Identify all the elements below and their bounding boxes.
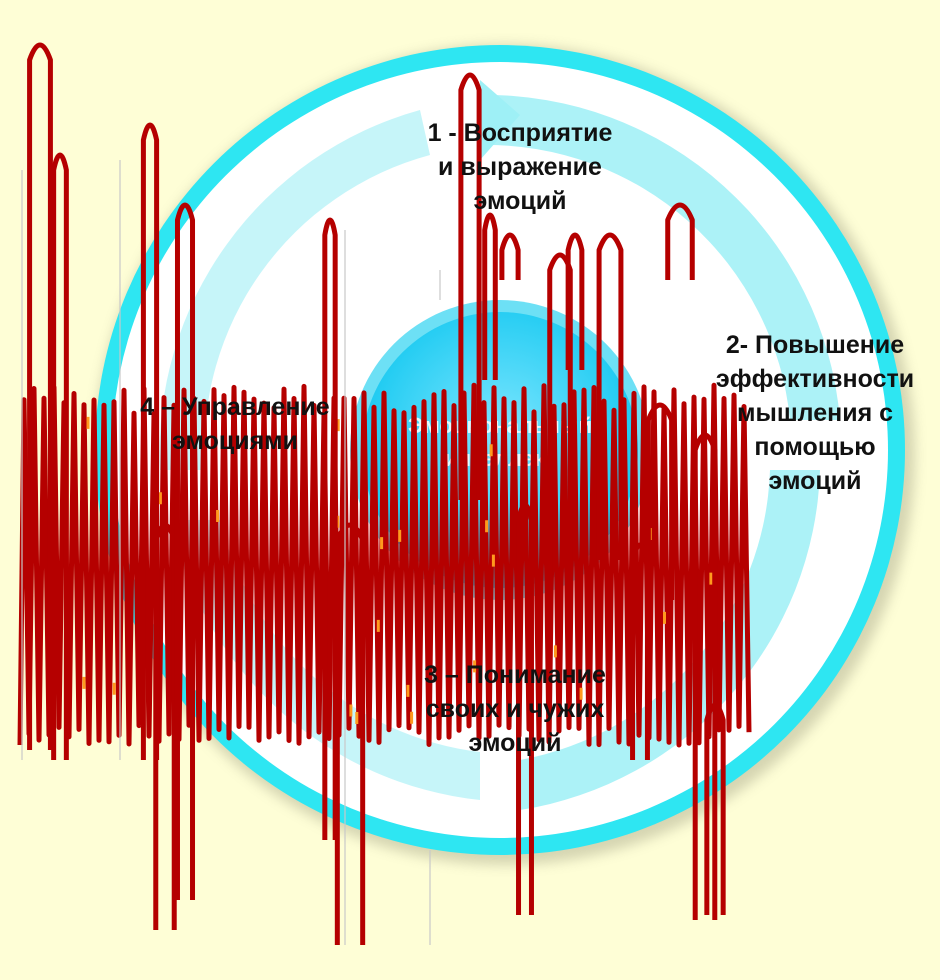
segment-3-line: 3 – Понимание xyxy=(424,661,606,689)
segment-1-line: и выражение xyxy=(438,153,602,181)
segment-2-line: мышления с xyxy=(736,399,894,427)
scribble-loop xyxy=(692,432,718,920)
scribble-loop xyxy=(153,522,177,930)
scribble-loop xyxy=(665,202,695,280)
scribble-loop xyxy=(322,217,338,840)
scribble-loop xyxy=(174,202,196,900)
segment-4-line: эмоциями xyxy=(171,427,299,455)
scribble-loop xyxy=(334,522,366,945)
scribble-band xyxy=(17,382,752,748)
arrow-head-1 xyxy=(480,80,520,160)
scribble-loop xyxy=(140,122,160,760)
scribble-loop xyxy=(458,72,482,500)
segment-2-line: 2- Повышение xyxy=(725,331,905,359)
segment-2-line: эффективности xyxy=(715,365,915,393)
segment-1-line: 1 - Восприятие xyxy=(427,119,613,147)
segment-label-3: 3 – Понимание своих и чужих эмоций xyxy=(385,658,645,760)
scribble-loop xyxy=(565,232,585,370)
segment-2-line: эмоций xyxy=(768,467,862,495)
scribble-loop xyxy=(704,702,726,915)
scribble-loop xyxy=(482,212,498,380)
segment-2-line: помощью xyxy=(754,433,876,461)
scribble-loop xyxy=(596,232,624,560)
segment-4-line: 4 – Управление xyxy=(140,393,330,421)
segment-label-4: 4 – Управление эмоциями xyxy=(100,390,370,458)
scribble-loop xyxy=(645,402,675,600)
segment-label-1: 1 - Восприятие и выражение эмоций xyxy=(395,116,645,218)
scribble-loop xyxy=(516,502,534,915)
segment-3-line: эмоций xyxy=(468,729,562,757)
segment-1-line: эмоций xyxy=(473,187,567,215)
scribble-loop xyxy=(51,152,69,760)
scribble-loop xyxy=(499,232,521,280)
scribble-overlay xyxy=(17,42,752,945)
segment-3-line: своих и чужих xyxy=(425,695,605,723)
scribble-loop xyxy=(27,42,53,750)
arrow-1-2 xyxy=(480,94,840,421)
segment-label-2: 2- Повышение эффективности мышления с по… xyxy=(690,328,940,498)
